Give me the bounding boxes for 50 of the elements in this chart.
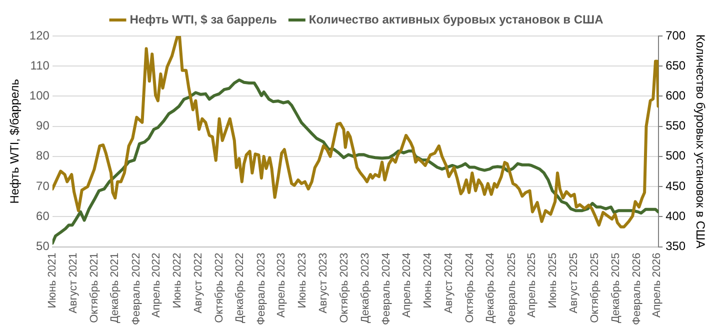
x-tick-label: Декабрь 2021 bbox=[109, 252, 122, 324]
y-tick-label: 80 bbox=[36, 148, 50, 163]
x-tick-label: Апрель 2024 bbox=[401, 252, 414, 318]
y-tick-label: 120 bbox=[29, 28, 50, 42]
y2-tick-label: 400 bbox=[666, 208, 686, 223]
y-tick-label: 100 bbox=[29, 88, 50, 103]
x-tick-label: Август 2022 bbox=[192, 252, 204, 314]
y2-tick-label: 350 bbox=[666, 239, 686, 254]
y2-tick-label: 650 bbox=[666, 58, 686, 72]
x-tick-label: Февраль 2024 bbox=[380, 252, 393, 326]
x-tick-label: Июнь 2024 bbox=[422, 252, 434, 308]
x-tick-label: Февраль 2023 bbox=[255, 252, 268, 326]
x-tick-label: Октябрь 2022 bbox=[213, 252, 226, 323]
x-tick-label: Октябрь 2023 bbox=[338, 252, 350, 323]
x-tick-label: Октябрь 2025 bbox=[588, 252, 601, 323]
x-tick-label: Декабрь 2022 bbox=[234, 252, 246, 324]
y2-tick-label: 450 bbox=[666, 178, 686, 193]
x-tick-label: Февраль 2026 bbox=[631, 252, 644, 326]
y2-axis-title: Количество буровых установок в США bbox=[693, 34, 708, 248]
y2-tick-label: 700 bbox=[666, 28, 686, 42]
x-tick-label: Декабрь 2025 bbox=[610, 252, 622, 324]
x-tick-label: Апрель 2023 bbox=[276, 252, 288, 318]
x-tick-label: Июнь 2022 bbox=[172, 252, 184, 308]
y-axis-title: Нефть WTI, $/баррель bbox=[8, 78, 22, 204]
legend-label: Количество активных буровых установок в США bbox=[308, 12, 604, 26]
x-tick-label: Октябрь 2021 bbox=[88, 252, 100, 323]
x-tick-label: Апрель 2022 bbox=[150, 252, 163, 318]
x-tick-label: Апрель 2025 bbox=[526, 252, 538, 318]
y2-tick-label: 600 bbox=[666, 88, 686, 103]
y-tick-label: 60 bbox=[36, 208, 50, 223]
y-tick-label: 50 bbox=[36, 239, 50, 254]
x-tick-label: Октябрь 2024 bbox=[464, 252, 476, 323]
x-tick-label: Август 2021 bbox=[67, 252, 80, 314]
x-tick-label: Июнь 2021 bbox=[46, 252, 58, 308]
y-tick-label: 70 bbox=[36, 178, 50, 193]
x-tick-label: Декабрь 2023 bbox=[359, 252, 372, 324]
x-tick-label: Август 2023 bbox=[317, 252, 330, 314]
x-tick-label: Август 2025 bbox=[568, 252, 580, 314]
y-tick-label: 110 bbox=[30, 58, 50, 72]
y-tick-label: 90 bbox=[36, 118, 50, 133]
y2-tick-label: 500 bbox=[666, 148, 686, 163]
x-tick-label: Февраль 2022 bbox=[130, 252, 142, 326]
y2-tick-label: 550 bbox=[666, 118, 686, 133]
x-tick-label: Декабрь 2024 bbox=[484, 252, 497, 324]
x-tick-label: Июнь 2023 bbox=[296, 252, 309, 308]
x-tick-label: Февраль 2025 bbox=[506, 252, 518, 326]
x-tick-label: Июнь 2025 bbox=[547, 252, 560, 308]
x-tick-label: Апрель 2026 bbox=[651, 252, 664, 318]
legend-label: Нефть WTI, $ за баррель bbox=[130, 12, 277, 26]
x-tick-label: Август 2024 bbox=[442, 252, 455, 314]
